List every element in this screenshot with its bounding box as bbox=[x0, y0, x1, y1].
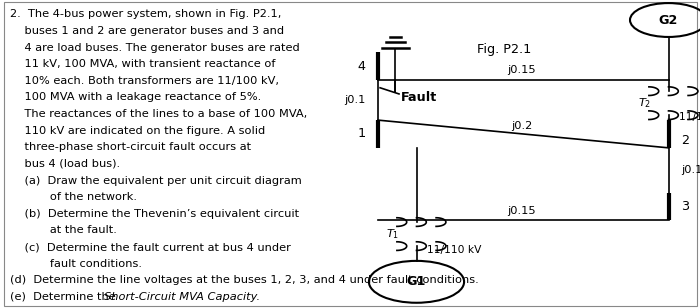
Text: 1: 1 bbox=[357, 128, 365, 140]
Text: G1: G1 bbox=[407, 275, 426, 288]
Text: j0.15: j0.15 bbox=[508, 66, 536, 75]
Text: (d)  Determine the line voltages at the buses 1, 2, 3, and 4 under fault conditi: (d) Determine the line voltages at the b… bbox=[10, 275, 480, 285]
Text: 110 kV are indicated on the figure. A solid: 110 kV are indicated on the figure. A so… bbox=[10, 126, 266, 136]
Text: at the fault.: at the fault. bbox=[10, 225, 118, 235]
Text: Fault: Fault bbox=[401, 91, 438, 104]
Text: Short-Circuit MVA Capacity.: Short-Circuit MVA Capacity. bbox=[104, 292, 260, 302]
Text: buses 1 and 2 are generator buses and 3 and: buses 1 and 2 are generator buses and 3 … bbox=[10, 26, 285, 36]
Text: 11 kV, 100 MVA, with transient reactance of: 11 kV, 100 MVA, with transient reactance… bbox=[10, 59, 276, 69]
Text: 2.  The 4-bus power system, shown in Fig. P2.1,: 2. The 4-bus power system, shown in Fig.… bbox=[10, 9, 282, 19]
Text: three-phase short-circuit fault occurs at: three-phase short-circuit fault occurs a… bbox=[10, 142, 251, 152]
Text: j0.2: j0.2 bbox=[511, 121, 532, 131]
Text: $T_2$: $T_2$ bbox=[638, 96, 651, 110]
Text: j0.1: j0.1 bbox=[344, 95, 365, 105]
Text: j0.1: j0.1 bbox=[681, 165, 700, 175]
Text: 3: 3 bbox=[681, 200, 690, 213]
Text: $T_1$: $T_1$ bbox=[386, 227, 399, 241]
Text: 4: 4 bbox=[358, 60, 365, 73]
Text: of the network.: of the network. bbox=[10, 192, 137, 202]
Text: 2: 2 bbox=[681, 134, 689, 147]
Text: j0.15: j0.15 bbox=[508, 206, 536, 216]
Text: (b)  Determine the Thevenin’s equivalent circuit: (b) Determine the Thevenin’s equivalent … bbox=[10, 209, 300, 219]
Text: fault conditions.: fault conditions. bbox=[10, 259, 143, 269]
Text: The reactances of the lines to a base of 100 MVA,: The reactances of the lines to a base of… bbox=[10, 109, 308, 119]
Text: 11/110 kV: 11/110 kV bbox=[679, 112, 700, 122]
Text: 100 MVA with a leakage reactance of 5%.: 100 MVA with a leakage reactance of 5%. bbox=[10, 92, 262, 102]
Text: (c)  Determine the fault current at bus 4 under: (c) Determine the fault current at bus 4… bbox=[10, 242, 291, 252]
Text: 10% each. Both transformers are 11/100 kV,: 10% each. Both transformers are 11/100 k… bbox=[10, 76, 279, 86]
Text: 4 are load buses. The generator buses are rated: 4 are load buses. The generator buses ar… bbox=[10, 43, 300, 52]
Text: (e)  Determine the: (e) Determine the bbox=[10, 292, 120, 302]
Text: (a)  Draw the equivalent per unit circuit diagram: (a) Draw the equivalent per unit circuit… bbox=[10, 176, 302, 185]
Text: G2: G2 bbox=[659, 14, 678, 26]
Text: bus 4 (load bus).: bus 4 (load bus). bbox=[10, 159, 120, 169]
Text: Fig. P2.1: Fig. P2.1 bbox=[477, 43, 531, 56]
Text: 11/110 kV: 11/110 kV bbox=[427, 245, 482, 255]
